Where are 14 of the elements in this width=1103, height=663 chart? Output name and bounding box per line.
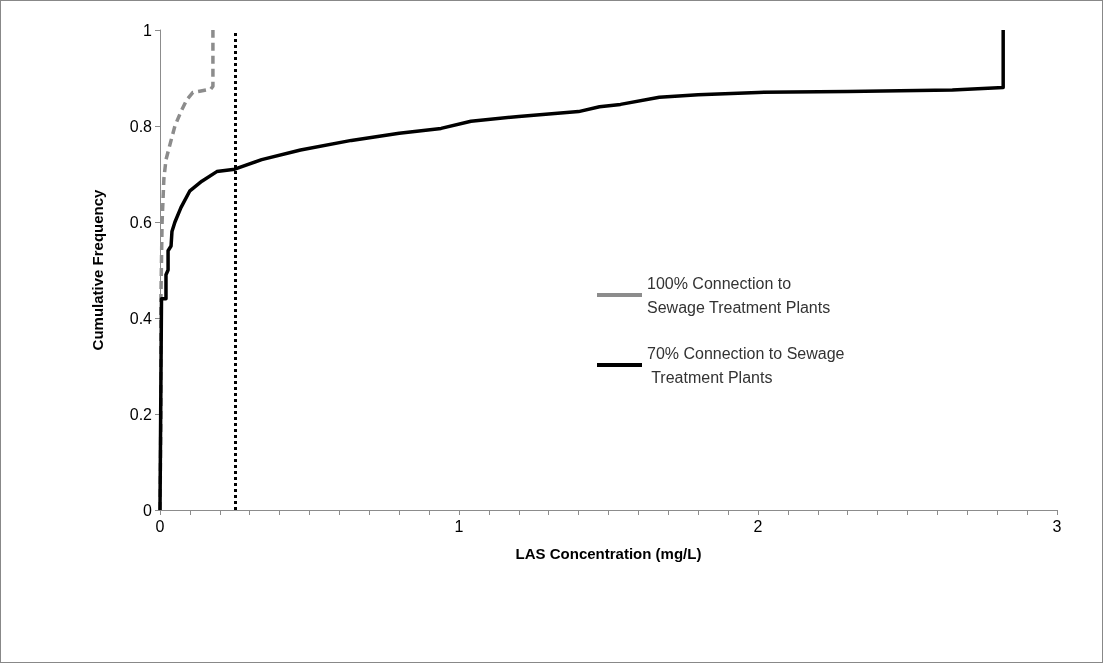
y-axis-title: Cumulative Frequency	[89, 188, 106, 351]
x-tick-label: 2	[753, 517, 763, 535]
legend-label: 70% Connection to Sewage Treatment Plants	[647, 344, 845, 386]
x-tick-label: 0	[155, 517, 165, 535]
y-tick-label: 0.6	[129, 213, 153, 231]
x-tick-label: 3	[1052, 517, 1062, 535]
y-tick-label: 0.4	[129, 309, 153, 327]
y-tick-label: 0.2	[129, 405, 153, 423]
x-axis-title: LAS Concentration (mg/L)	[515, 545, 702, 562]
x-tick-label: 1	[454, 517, 464, 535]
y-tick-label: 1	[143, 21, 153, 39]
y-tick-label: 0	[143, 501, 153, 519]
y-tick-label: 0.8	[129, 117, 153, 135]
legend-label: 100% Connection to Sewage Treatment Plants	[647, 274, 831, 316]
